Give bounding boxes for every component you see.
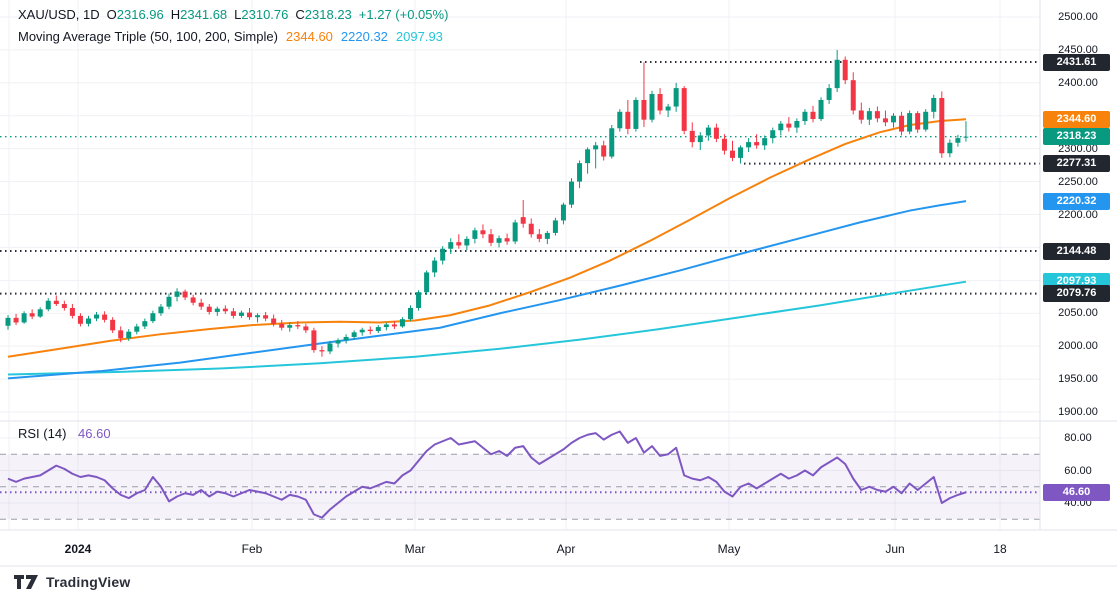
price-axis-label: 2500.00 xyxy=(1044,9,1112,25)
ohlc-token: H2341.68 xyxy=(170,7,228,22)
price-axis-label: 1900.00 xyxy=(1044,404,1112,420)
price-axis-label: 2400.00 xyxy=(1044,74,1112,91)
ohlc-token: C2318.23 xyxy=(295,7,352,22)
price-axis-badge: 2220.32 xyxy=(1043,192,1110,210)
rsi-axis-label: 80.00 xyxy=(1044,430,1112,446)
ma-legend[interactable]: Moving Average Triple (50, 100, 200, Sim… xyxy=(18,29,443,44)
price-axis-label: 2050.00 xyxy=(1044,305,1112,322)
ohlc-token: O2316.96 xyxy=(106,7,164,22)
rsi-axis-label: 60.00 xyxy=(1044,462,1112,479)
time-axis-label: Feb xyxy=(241,542,263,556)
symbol-title: XAU/USD, 1D xyxy=(18,7,100,22)
tradingview-logo-icon xyxy=(14,575,38,589)
tradingview-brand-text: TradingView xyxy=(46,574,131,590)
rsi-indicator-title: RSI (14) xyxy=(18,426,67,441)
time-axis-label: Jun xyxy=(885,542,905,556)
price-axis-badge: 46.60 xyxy=(1043,483,1110,501)
price-axis-label: 2200.00 xyxy=(1044,206,1112,223)
time-axis-label: May xyxy=(717,542,741,556)
price-axis-label: 1950.00 xyxy=(1044,371,1112,388)
rsi-legend[interactable]: RSI (14) 46.60 xyxy=(18,426,111,441)
price-axis-badge: 2144.48 xyxy=(1043,242,1110,260)
time-axis[interactable] xyxy=(0,531,1117,565)
time-axis-label: 18 xyxy=(993,542,1007,556)
price-axis-label: 2250.00 xyxy=(1044,173,1112,190)
ohlc-token: L2310.76 xyxy=(234,7,289,22)
change-value: +1.27 (+0.05%) xyxy=(358,7,449,22)
ma-value: 2097.93 xyxy=(395,29,443,44)
rsi-value: 46.60 xyxy=(78,426,111,441)
price-axis-badge: 2431.61 xyxy=(1043,53,1110,71)
price-axis-label: 2000.00 xyxy=(1044,338,1112,355)
symbol-legend[interactable]: XAU/USD, 1D O2316.96 H2341.68 L2310.76 C2318… xyxy=(18,7,448,22)
time-axis-label: Mar xyxy=(404,542,426,556)
price-axis-badge: 2344.60 xyxy=(1043,110,1110,128)
price-axis-badge: 2277.31 xyxy=(1043,155,1110,173)
price-axis-badge: 2079.76 xyxy=(1043,285,1110,303)
time-axis-label: 2024 xyxy=(64,542,92,556)
time-axis-label: Apr xyxy=(556,542,576,556)
ma-value: 2344.60 xyxy=(285,29,333,44)
tradingview-logo[interactable]: TradingView xyxy=(14,574,130,590)
price-axis-badge: 2318.23 xyxy=(1043,128,1110,146)
ma-indicator-title: Moving Average Triple (50, 100, 200, Sim… xyxy=(18,29,278,44)
ma-value: 2220.32 xyxy=(340,29,388,44)
